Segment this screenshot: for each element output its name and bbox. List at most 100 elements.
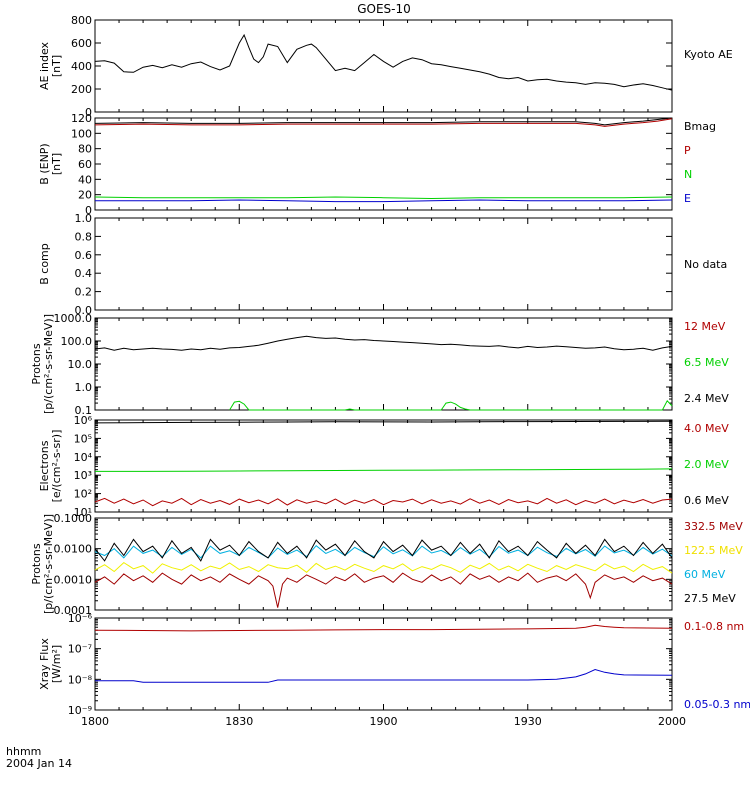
series-line [94, 572, 673, 608]
legend-entry: 122.5 MeV [684, 544, 743, 557]
y-tick-label: 1.0 [75, 381, 93, 394]
legend-entry: 2.4 MeV [684, 392, 729, 405]
y-axis-label: AE index[nT] [38, 41, 63, 90]
panel-xray: 10⁻⁹ 10⁻⁸ 10⁻⁷ 10⁻⁶ Xray Flux[W/m²] 0.1-0.8 n… [38, 612, 750, 728]
time-axis-label-hhmm: hhmm [6, 745, 41, 758]
panel-note: No data [684, 258, 727, 271]
y-axis-label: B (ENP)[nT] [38, 143, 63, 184]
y-axis-label: Protons[p/(cm²-s-sr-MeV)] [30, 514, 55, 614]
y-tick-label: 0.2 [75, 286, 93, 299]
y-tick-label: 0.0 [75, 304, 93, 317]
panel-frame [94, 517, 673, 611]
series-line [94, 624, 673, 632]
panel-frame [94, 217, 673, 311]
y-axis-label-line: [nT] [50, 55, 63, 77]
y-axis-label-line: Electrons [38, 440, 51, 491]
legend-entry: 332.5 MeV [684, 520, 743, 533]
y-tick-label: 10.0 [68, 358, 93, 371]
y-tick-label: 10⁻⁶ [68, 612, 93, 625]
panel-b_enp: 0 20 40 60 80 100 120 B (ENP)[nT] Bmag PNE [38, 112, 716, 217]
y-axis-label-line: AE index [38, 41, 51, 90]
series-line [95, 468, 673, 472]
panel-frame [94, 317, 673, 411]
y-tick-label: 0.4 [75, 267, 93, 280]
legend-entry: 6.5 MeV [684, 356, 729, 369]
legend-entry: 0.6 MeV [684, 494, 729, 507]
series-line [94, 545, 673, 559]
legend-entry: 0.1-0.8 nm [684, 620, 744, 633]
series-line [94, 538, 673, 562]
y-axis-label-line: Xray Flux [38, 638, 51, 690]
y-tick-label: 800 [71, 14, 92, 27]
y-tick-label: 0.0100 [54, 543, 93, 556]
panel-frame [94, 117, 673, 211]
y-tick-label: 100 [71, 127, 92, 140]
x-tick-label: 1800 [81, 715, 109, 728]
y-tick-label: 0.6 [75, 249, 93, 262]
y-tick-label: 10⁶ [74, 414, 93, 427]
legend-entry: P [684, 144, 691, 157]
y-tick-label: 10² [74, 488, 92, 501]
y-axis-label: Protons[p/(cm²-s-sr-MeV)] [30, 314, 55, 414]
y-tick-label: 10¹ [74, 506, 92, 519]
y-axis-label-line: [W/m²] [50, 645, 63, 683]
series-line [94, 335, 673, 351]
panel-protons_low: 0.1 1.0 10.0 100.0 1000.0Protons[p/(cm²-s-sr… [30, 312, 729, 417]
legend-entry: 60 MeV [684, 568, 726, 581]
y-tick-label: 1000.0 [54, 312, 93, 325]
y-tick-label: 60 [78, 158, 92, 171]
y-tick-label: 100.0 [61, 335, 93, 348]
time-axis: hhmm 2004 Jan 14 [6, 745, 72, 770]
time-axis-label-date: 2004 Jan 14 [6, 757, 72, 770]
y-tick-label: 20 [78, 189, 92, 202]
y-tick-label: 10⁵ [74, 432, 92, 445]
y-tick-label: 0.1000 [54, 512, 93, 525]
y-tick-label: 0.1 [75, 404, 93, 417]
legend-entry: N [684, 168, 692, 181]
series-line [94, 33, 673, 91]
series-line [229, 399, 673, 411]
y-tick-label: 10³ [74, 469, 92, 482]
legend-entry: 27.5 MeV [684, 592, 736, 605]
series-line [94, 420, 673, 424]
x-tick-label: 1930 [514, 715, 542, 728]
series-line [94, 561, 673, 574]
x-tick-label: 1900 [370, 715, 398, 728]
y-tick-label: 0 [85, 204, 92, 217]
panel-ae: 0 200 400 600 800 AE index[nT] Kyoto AE [38, 14, 733, 119]
y-axis-label-line: [nT] [50, 153, 63, 175]
y-axis-label-line: [p/(cm²-s-sr-MeV)] [42, 514, 55, 614]
y-tick-label: 0 [85, 106, 92, 119]
series-line [94, 118, 673, 127]
y-axis-label-line: B (ENP) [38, 143, 51, 184]
series-line [94, 196, 673, 200]
legend-entry: 2.0 MeV [684, 458, 729, 471]
panel-electrons: 10¹ 10² 10³ 10⁴ 10⁵ 10⁶ Electrons[e/(cm²-s-sr)… [38, 414, 729, 519]
series-line [94, 497, 673, 507]
y-tick-label: 600 [71, 37, 92, 50]
y-tick-label: 0.0001 [54, 604, 93, 617]
y-tick-label: 400 [71, 60, 92, 73]
y-tick-label: 80 [78, 143, 92, 156]
panel-protons_high: 0.00010.00100.01000.1000Protons[p/(cm²-s… [30, 512, 743, 617]
y-tick-label: 0.0010 [54, 573, 93, 586]
legend-entry: 4.0 MeV [684, 422, 729, 435]
y-axis-label-line: B comp [38, 243, 51, 285]
y-tick-label: 40 [78, 173, 92, 186]
y-tick-label: 120 [71, 112, 92, 125]
legend-entry: E [684, 192, 691, 205]
panel-b_comp: 0.0 0.2 0.4 0.6 0.8 1.0 B comp No data [38, 212, 727, 317]
series-line [94, 117, 673, 126]
y-tick-label: 10⁻⁷ [68, 643, 92, 656]
series-line [95, 199, 673, 203]
chart-title: GOES-10 [357, 2, 411, 16]
y-axis-label: B comp [38, 243, 51, 285]
y-axis-label-line: Protons [30, 543, 43, 584]
y-axis-label: Xray Flux[W/m²] [38, 638, 63, 690]
panel-frame [94, 617, 673, 711]
y-axis-label: Electrons[e/(cm²-s-sr)] [38, 430, 63, 503]
legend-entry: 12 MeV [684, 320, 726, 333]
y-axis-label-line: Protons [30, 343, 43, 384]
